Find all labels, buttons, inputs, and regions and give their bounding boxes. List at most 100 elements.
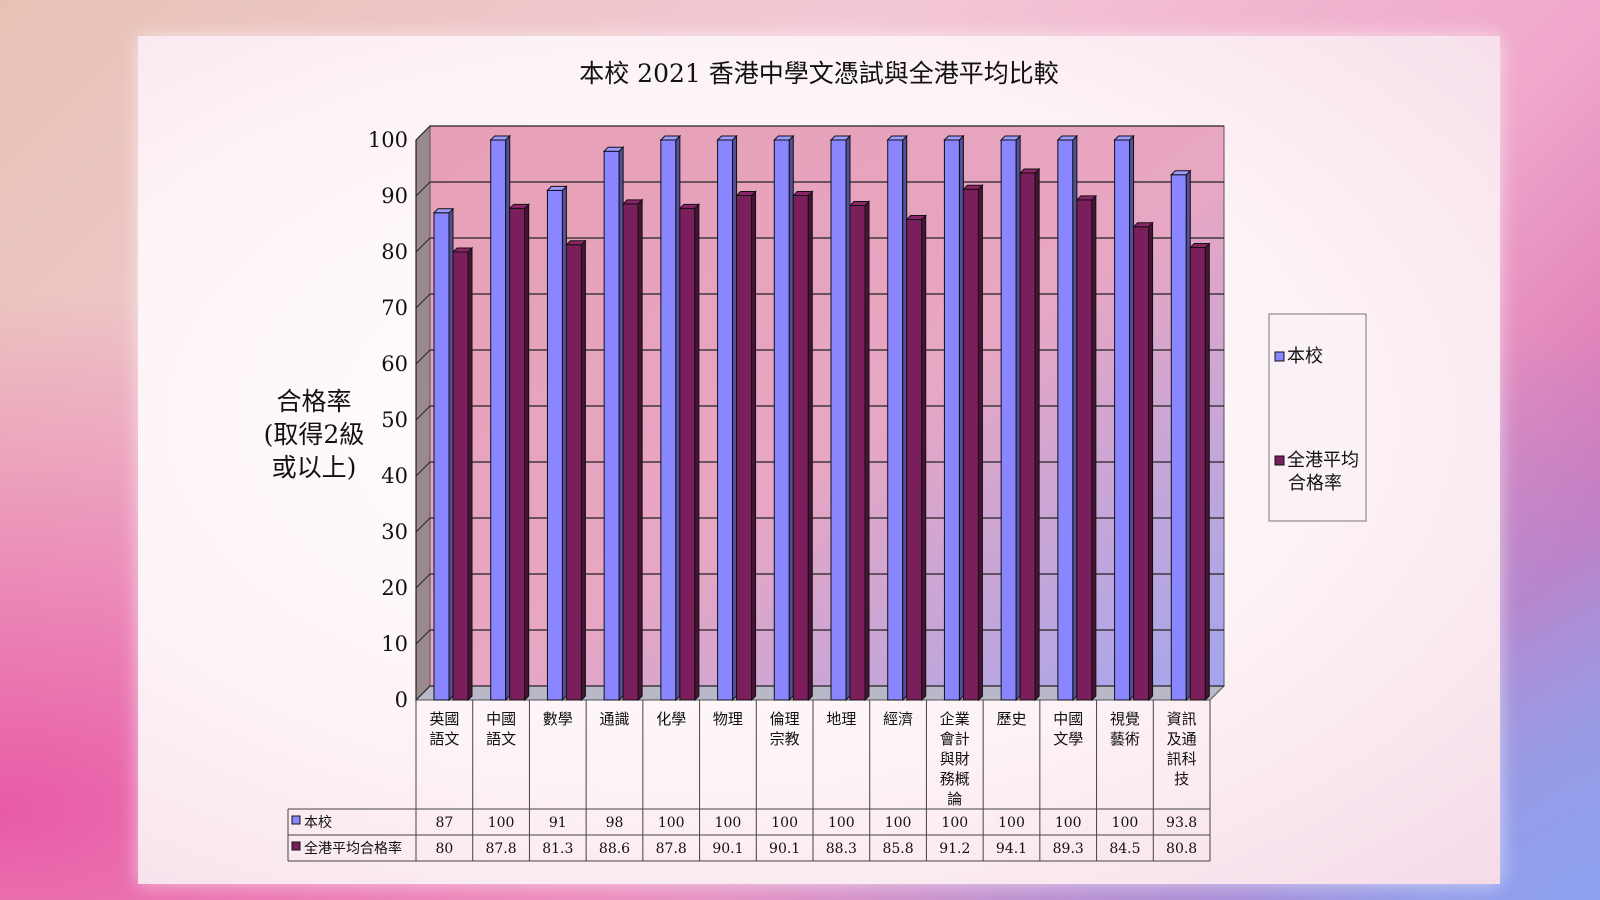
table-cell: 90.1 xyxy=(769,841,800,857)
table-cell: 80 xyxy=(435,841,453,857)
y-tick-label: 50 xyxy=(381,408,408,432)
category-label: 及通 xyxy=(1167,730,1197,748)
table-cell: 85.8 xyxy=(882,841,913,857)
category-label: 英國 xyxy=(429,710,459,728)
bar-top xyxy=(432,208,455,214)
table-cell: 100 xyxy=(1055,815,1082,831)
bar-side xyxy=(751,190,757,702)
bar-side xyxy=(921,214,927,702)
y-tick-label: 60 xyxy=(381,352,408,376)
table-cell: 98 xyxy=(606,815,624,831)
gridline-side xyxy=(415,349,431,365)
y-tick-label: 30 xyxy=(381,520,408,544)
plot-area: 0 10 20 30 40 50 60 70 80 90 100 xyxy=(368,124,1226,712)
bar-top xyxy=(659,135,682,141)
y-tick-label: 70 xyxy=(381,296,408,320)
category-label: 視覺 xyxy=(1110,710,1140,728)
bar-side xyxy=(580,239,586,702)
bar-0-6 xyxy=(773,139,790,701)
gridline-side xyxy=(415,573,431,589)
bar-0-4 xyxy=(660,139,677,701)
table-cell: 100 xyxy=(1112,815,1139,831)
bar-side xyxy=(618,145,624,702)
legend-key xyxy=(1274,455,1285,466)
bar-top xyxy=(943,135,965,141)
bar-top xyxy=(1056,135,1079,141)
category-label: 歷史 xyxy=(996,710,1026,728)
bar-1-9 xyxy=(962,188,979,701)
bar-top xyxy=(565,240,587,246)
table-cell: 100 xyxy=(998,815,1025,831)
category-label: 企業 xyxy=(940,710,970,728)
bar-side xyxy=(977,184,983,702)
chart-title: 本校 2021 香港中學文憑試與全港平均比較 xyxy=(579,59,1059,88)
category-label: 中國 xyxy=(1053,710,1083,728)
bar-0-11 xyxy=(1057,139,1074,701)
bar-0-9 xyxy=(943,139,960,701)
y-axis-label-line: 或以上) xyxy=(272,453,357,482)
bar-top xyxy=(621,199,644,205)
bar-top xyxy=(735,190,757,196)
bar-side xyxy=(637,198,643,702)
table-series-name: 全港平均合格率 xyxy=(304,840,402,857)
bar-top xyxy=(848,201,871,207)
category-label: 藝術 xyxy=(1110,730,1140,748)
bar-side xyxy=(845,134,851,702)
table-cell: 87 xyxy=(435,815,453,831)
y-tick-label: 10 xyxy=(381,632,408,656)
gridline-side xyxy=(415,461,431,477)
bar-0-2 xyxy=(546,189,563,701)
bar-top xyxy=(451,247,474,253)
legend-key xyxy=(1274,351,1285,362)
bar-side xyxy=(732,134,738,702)
bar-top xyxy=(1113,135,1135,141)
bar-side xyxy=(1204,242,1210,702)
legend-label: 本校 xyxy=(1287,346,1323,367)
bar-side xyxy=(1015,134,1021,702)
y-tick-label: 80 xyxy=(381,240,408,264)
table-cell: 87.8 xyxy=(485,841,516,857)
table-cell: 88.3 xyxy=(826,841,857,857)
y-tick-label: 100 xyxy=(368,128,408,152)
bar-0-10 xyxy=(1000,139,1017,701)
legend-label: 全港平均 xyxy=(1287,450,1359,471)
gridline-side xyxy=(415,293,431,309)
gridline-side xyxy=(415,685,431,701)
table-cell: 100 xyxy=(828,815,855,831)
category-label: 地理 xyxy=(826,710,856,728)
bar-side xyxy=(958,134,964,702)
bar-side xyxy=(1185,169,1191,702)
bar-top xyxy=(829,135,852,141)
bar-side xyxy=(807,190,813,702)
bar-top xyxy=(1132,222,1154,228)
bar-0-5 xyxy=(717,139,734,701)
table-legend-key xyxy=(291,841,301,851)
bar-0-8 xyxy=(887,139,904,701)
y-tick-label: 90 xyxy=(381,184,408,208)
legend-label: 合格率 xyxy=(1288,473,1342,494)
bar-side xyxy=(675,134,681,702)
bar-1-11 xyxy=(1076,199,1093,701)
bar-1-2 xyxy=(565,244,582,701)
bar-side xyxy=(1034,167,1040,702)
table-cell: 100 xyxy=(941,815,968,831)
category-label: 資訊 xyxy=(1167,710,1197,728)
bar-1-4 xyxy=(679,207,696,701)
table-cell: 87.8 xyxy=(656,841,687,857)
gridline-side xyxy=(415,181,431,197)
legend-box xyxy=(1268,313,1367,522)
bar-0-12 xyxy=(1114,139,1131,701)
y-tick-label: 40 xyxy=(381,464,408,488)
bar-side xyxy=(694,203,700,702)
category-label: 物理 xyxy=(713,710,743,728)
bar-side xyxy=(467,246,473,702)
bar-side xyxy=(1129,134,1135,702)
category-label: 語文 xyxy=(486,730,516,748)
y-tick-label: 20 xyxy=(381,576,408,600)
bar-side xyxy=(524,203,530,702)
bar-side xyxy=(505,134,511,702)
category-label: 會計 xyxy=(940,730,970,748)
bar-side xyxy=(788,134,794,702)
